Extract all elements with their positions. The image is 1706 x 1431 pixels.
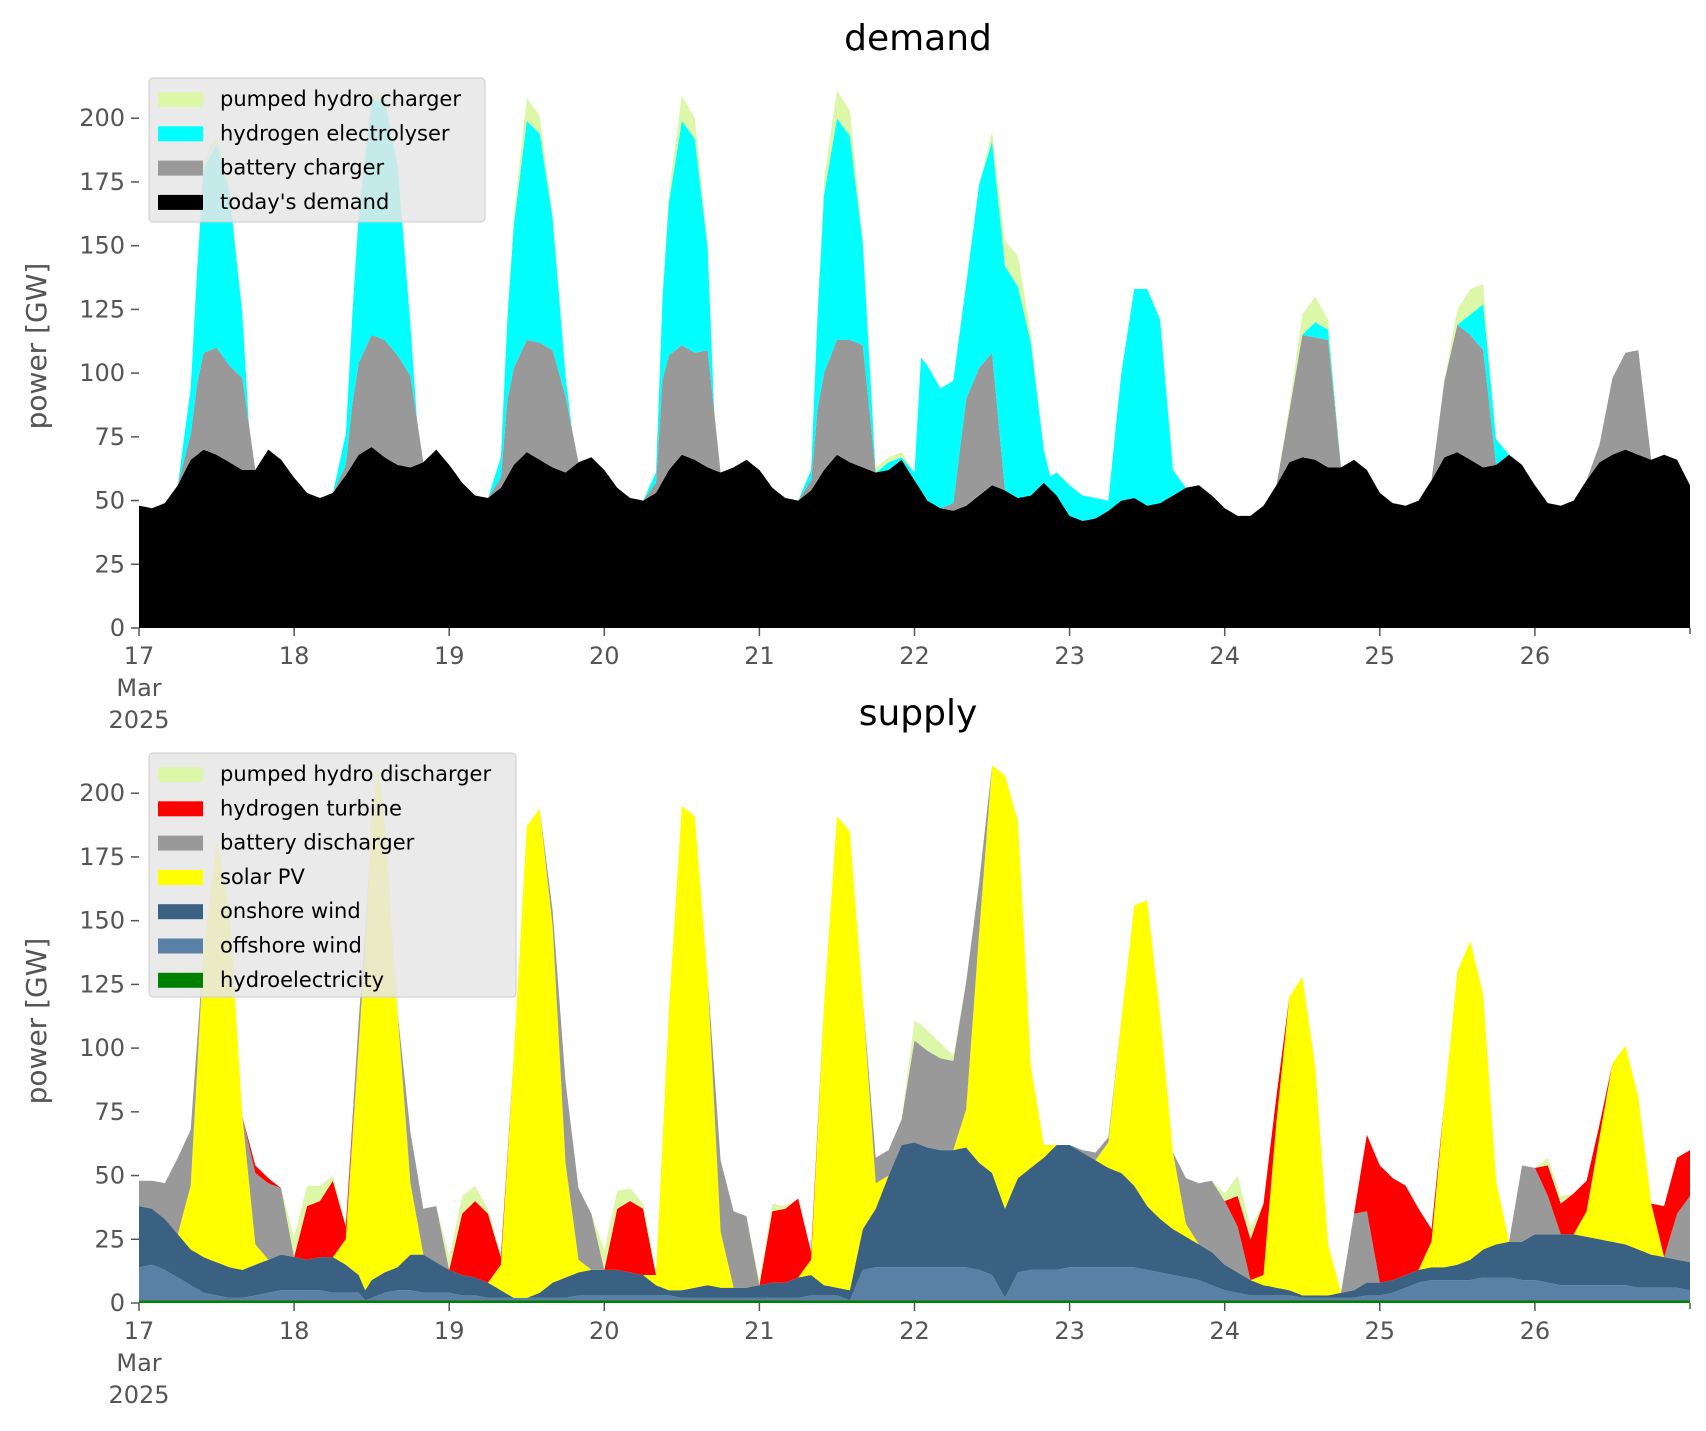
legend-swatch: [158, 835, 203, 851]
legend-swatch: [158, 160, 203, 176]
x-tick-label: 17 Mar 2025: [108, 1317, 169, 1409]
x-tick-label: 25: [1365, 1317, 1396, 1345]
area-onshore-wind: [139, 1142, 1690, 1301]
area-hydroelectricity: [139, 1300, 1690, 1303]
x-tick-label: 24: [1209, 1317, 1240, 1345]
y-tick-label: 50: [94, 487, 125, 515]
legend-swatch: [158, 126, 203, 142]
area-pumped-hydro-discharger: [139, 765, 1690, 1293]
area-hydrogen-electrolyser: [139, 100, 1690, 521]
x-tick-label: 26: [1520, 1317, 1551, 1345]
y-tick-label: 125: [79, 295, 125, 323]
x-tick-label: 19: [434, 1317, 465, 1345]
x-tick-label: 22: [899, 1317, 930, 1345]
legend-label: pumped hydro discharger: [220, 762, 491, 786]
x-tick-label: 22: [899, 642, 930, 670]
x-tick-label: 24: [1209, 642, 1240, 670]
x-tick-label: 20: [589, 642, 620, 670]
x-tick-label: 21: [744, 642, 775, 670]
legend-label: solar PV: [220, 865, 305, 889]
demand-area-layers: [139, 90, 1690, 628]
y-axis-ticks: 0 25 50 75 100 125 150 175 200: [79, 779, 139, 1317]
x-tick-label: 23: [1054, 1317, 1085, 1345]
y-axis-label: power [GW]: [20, 938, 53, 1105]
y-tick-label: 175: [79, 843, 125, 871]
legend-swatch: [158, 194, 203, 210]
y-tick-label: 0: [110, 614, 125, 642]
area-solar-pv: [139, 765, 1690, 1298]
legend-label: hydrogen turbine: [220, 796, 402, 820]
y-tick-label: 200: [79, 104, 125, 132]
x-tick-label: 25: [1365, 642, 1396, 670]
legend-swatch: [158, 92, 203, 107]
area-offshore-wind: [139, 1264, 1690, 1301]
legend-label: offshore wind: [220, 934, 362, 958]
y-axis-ticks: 0 25 50 75 100 125 150 175 200: [79, 104, 139, 642]
x-tick-label: 18: [279, 1317, 310, 1345]
legend-swatch: [158, 869, 203, 885]
y-tick-label: 100: [79, 359, 125, 387]
x-tick-label: 19: [434, 642, 465, 670]
legend-label: today's demand: [220, 190, 389, 214]
legend-label: onshore wind: [220, 899, 361, 923]
area-battery-charger: [139, 324, 1690, 521]
y-tick-label: 175: [79, 168, 125, 196]
y-tick-label: 25: [94, 1225, 125, 1253]
legend-label: hydroelectricity: [220, 968, 384, 992]
legend-label: battery charger: [220, 156, 385, 180]
legend: pumped hydro discharger hydrogen turbine b…: [148, 752, 517, 998]
x-tick-label: 21: [744, 1317, 775, 1345]
y-tick-label: 150: [79, 232, 125, 260]
legend-label: pumped hydro charger: [220, 87, 461, 111]
y-tick-label: 200: [79, 779, 125, 807]
x-axis-ticks: 17 Mar 2025 18 19 20 21 22 23 24 25 26: [108, 1303, 1691, 1409]
y-tick-label: 50: [94, 1162, 125, 1190]
legend-swatch: [158, 801, 203, 817]
y-tick-label: 75: [94, 1098, 125, 1126]
legend-box: [148, 752, 517, 998]
legend-swatch: [158, 767, 203, 782]
supply-area-layers: [139, 765, 1690, 1303]
chart-title: supply: [859, 693, 978, 734]
legend-box: [148, 77, 486, 223]
chart-title: demand: [844, 18, 992, 59]
y-tick-label: 0: [110, 1289, 125, 1317]
legend: pumped hydro charger hydrogen electrolyse…: [148, 77, 486, 223]
x-tick-label: 17 Mar 2025: [108, 642, 169, 734]
x-axis-ticks: 17 Mar 2025 18 19 20 21 22 23 24 25 26: [108, 628, 1691, 734]
legend-swatch: [158, 904, 203, 920]
y-tick-label: 100: [79, 1034, 125, 1062]
x-tick-label: 20: [589, 1317, 620, 1345]
x-tick-label: 23: [1054, 642, 1085, 670]
x-tick-label: 18: [279, 642, 310, 670]
y-axis-label: power [GW]: [20, 263, 53, 430]
legend-label: hydrogen electrolyser: [220, 121, 450, 145]
legend-swatch: [158, 972, 203, 988]
y-tick-label: 125: [79, 970, 125, 998]
x-tick-label: 26: [1520, 642, 1551, 670]
area-today-s-demand: [139, 447, 1690, 628]
y-tick-label: 25: [94, 550, 125, 578]
y-tick-label: 150: [79, 907, 125, 935]
legend-label: battery discharger: [220, 831, 415, 855]
legend-swatch: [158, 938, 203, 954]
y-tick-label: 75: [94, 423, 125, 451]
